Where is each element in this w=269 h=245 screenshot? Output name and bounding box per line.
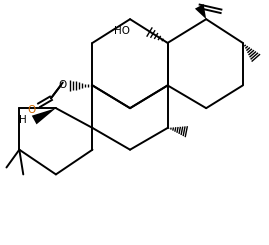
Text: H: H bbox=[19, 115, 27, 125]
Text: HO: HO bbox=[114, 26, 130, 36]
Text: O: O bbox=[59, 80, 67, 90]
Polygon shape bbox=[32, 108, 56, 124]
Polygon shape bbox=[195, 4, 206, 19]
Text: O: O bbox=[27, 105, 35, 115]
